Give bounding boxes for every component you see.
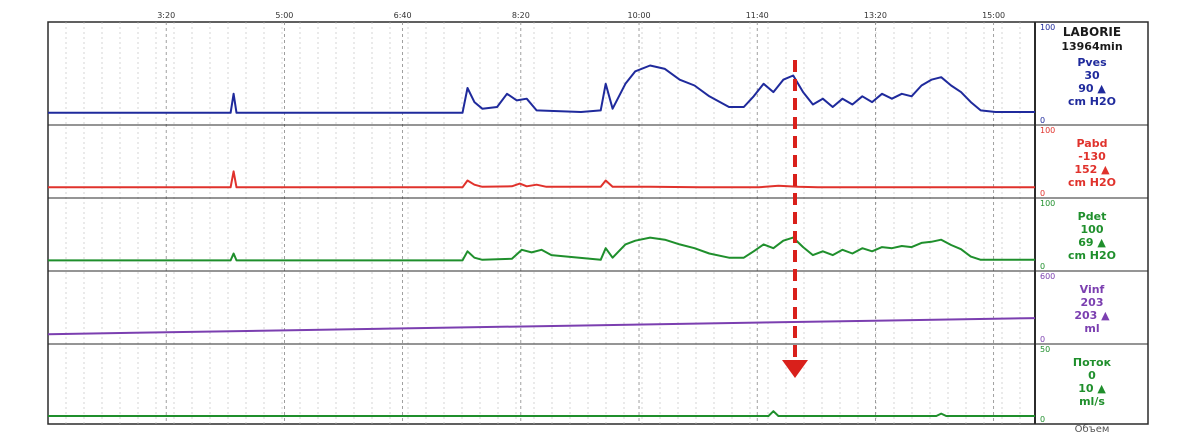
scale-top-flow: 50 — [1040, 345, 1050, 354]
scale-bottom-pabd: 0 — [1040, 189, 1045, 198]
channel-traces — [47, 64, 1036, 417]
channel-label-vinf: ml — [1084, 322, 1099, 335]
channel-label-pabd: Pabd — [1077, 137, 1108, 150]
scale-top-pves: 100 — [1040, 23, 1055, 32]
pdet-trace — [48, 236, 1035, 262]
channel-label-flow: Поток — [1073, 356, 1112, 369]
time-tick-labels: 3:20 5:00 6:40 8:20 10:00 11:40 13:20 15:00 — [157, 11, 1005, 20]
time-tick-label: 6:40 — [394, 11, 412, 20]
pves-trace — [48, 64, 1035, 114]
pabd-trace — [48, 170, 1035, 189]
scale-top-vinf: 600 — [1040, 272, 1055, 281]
brand-label: LABORIE — [1063, 25, 1121, 39]
flow-trace — [48, 410, 1035, 417]
channel-label-flow: 10 ▲ — [1078, 382, 1106, 395]
scale-bottom-pves: 0 — [1040, 116, 1045, 125]
channel-label-pabd: -130 — [1078, 150, 1106, 163]
time-tick-label: 8:20 — [512, 11, 530, 20]
max-pressure-arrow — [782, 60, 808, 378]
channel-label-pves: 90 ▲ — [1078, 82, 1106, 95]
chart-frame — [47, 21, 1149, 425]
channel-label-vinf: Vinf — [1080, 283, 1105, 296]
time-tick-label: 13:20 — [864, 11, 887, 20]
channel-label-vinf: 203 ▲ — [1074, 309, 1110, 322]
channel-label-flow: ml/s — [1079, 395, 1105, 408]
time-tick-label: 3:20 — [157, 11, 175, 20]
channel-label-pdet: cm H2O — [1068, 249, 1116, 262]
scale-bottom-vinf: 0 — [1040, 335, 1045, 344]
scale-bottom-flow: 0 — [1040, 415, 1045, 424]
time-tick-label: 15:00 — [982, 11, 1005, 20]
time-tick-label: 10:00 — [627, 11, 650, 20]
grid-lines — [65, 22, 1021, 424]
channel-label-flow: 0 — [1088, 369, 1096, 382]
vinf-trace — [47, 317, 1036, 336]
scale-top-pdet: 100 — [1040, 199, 1055, 208]
channel-label-vinf: 203 — [1081, 296, 1104, 309]
scale-top-pabd: 100 — [1040, 126, 1055, 135]
channel-label-pdet: 69 ▲ — [1078, 236, 1106, 249]
duration-label: 13964min — [1061, 40, 1122, 53]
time-tick-label: 5:00 — [275, 11, 293, 20]
scale-bottom-pdet: 0 — [1040, 262, 1045, 271]
channel-label-pdet: Pdet — [1078, 210, 1107, 223]
channel-label-pves: Pves — [1077, 56, 1107, 69]
channel-label-pves: 30 — [1084, 69, 1100, 82]
channel-label-pves: cm H2O — [1068, 95, 1116, 108]
volume-label: Объем — [1075, 424, 1110, 434]
time-tick-label: 11:40 — [746, 11, 769, 20]
channel-label-pdet: 100 — [1081, 223, 1104, 236]
channel-label-pabd: cm H2O — [1068, 176, 1116, 189]
channel-lanes — [48, 124, 1148, 345]
channel-label-pabd: 152 ▲ — [1074, 163, 1110, 176]
